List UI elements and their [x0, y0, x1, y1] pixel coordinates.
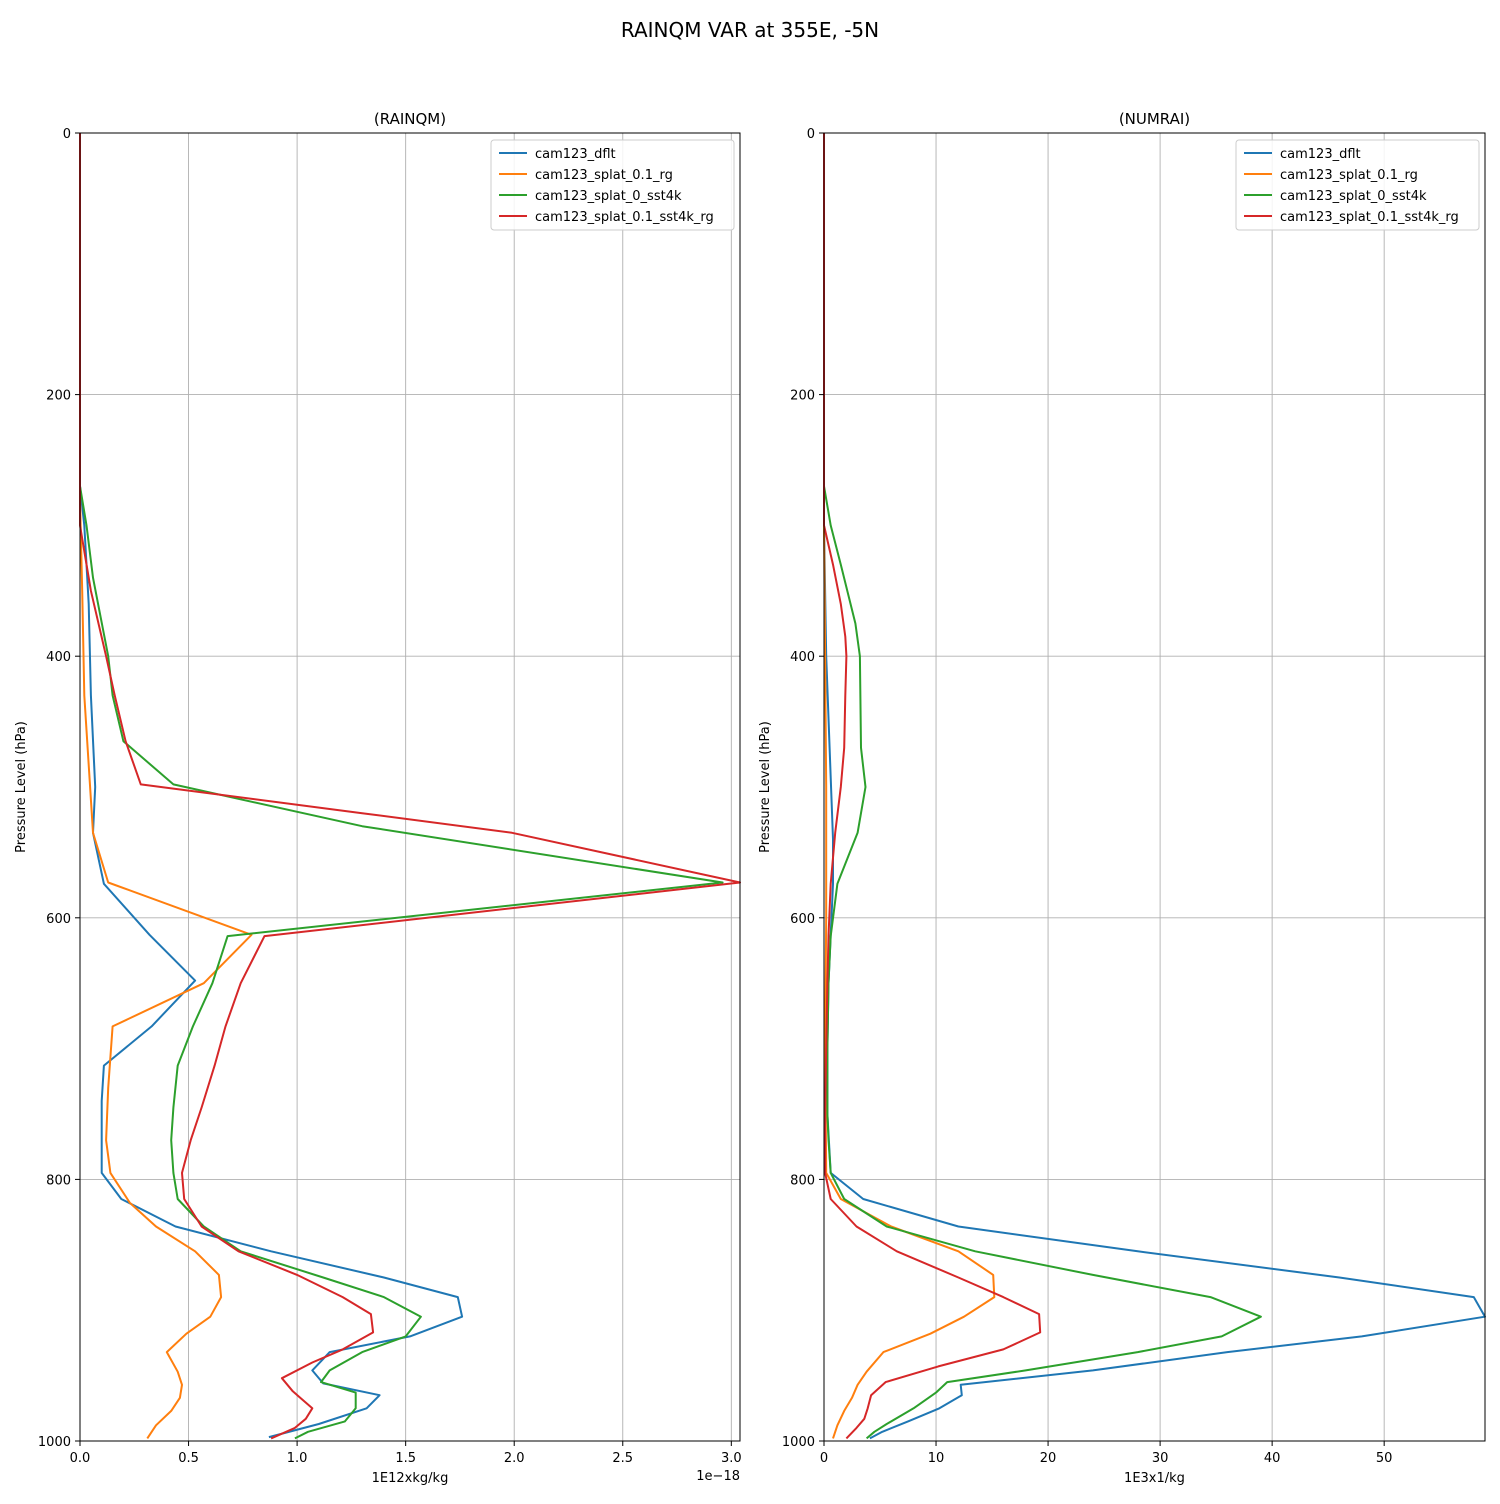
x-tick-label: 2.0	[504, 1451, 525, 1466]
x-axis-label: 1E12xkg/kg	[372, 1471, 449, 1486]
y-tick-label: 200	[790, 389, 815, 404]
series-line-cam123-dflt	[823, 133, 1486, 1440]
legend: cam123_dflt cam123_splat_0.1_rg cam123_spl…	[1235, 139, 1480, 231]
series-line-cam123-splat-0-1-sst4k-rg	[79, 133, 741, 1440]
legend-entry: cam123_dflt	[1280, 147, 1361, 162]
y-tick-label: 0	[807, 127, 815, 142]
y-tick-label: 400	[46, 650, 71, 665]
panel-1: 0.0 0.5 1.0 1.5 2.0 2.5 3.0 0 200 400 600 800 1000 (R…	[14, 110, 742, 1486]
figure-title: RAINQM VAR at 355E, -5N	[621, 18, 879, 42]
x-tick-label: 3.0	[721, 1451, 742, 1466]
legend-entry: cam123_splat_0.1_sst4k_rg	[535, 210, 714, 225]
x-tick-label: 40	[1264, 1451, 1281, 1466]
axes-frame	[79, 132, 741, 1442]
x-tick-label: 20	[1040, 1451, 1057, 1466]
legend-entry: cam123_splat_0_sst4k	[1280, 189, 1427, 204]
y-tick-label: 0	[63, 127, 71, 142]
x-tick-label: 50	[1376, 1451, 1393, 1466]
x-tick-label: 0.0	[70, 1451, 91, 1466]
y-axis-label: Pressure Level (hPa)	[14, 721, 29, 853]
panel-2: 0 10 20 30 40 50 0 200 400 600 800 1000 (NUMRAI) 1E3x…	[758, 110, 1486, 1486]
x-tick-label: 0	[820, 1451, 828, 1466]
y-tick-label: 200	[46, 389, 71, 404]
series-line-cam123-splat-0-sst4k	[79, 133, 724, 1440]
y-tick-label: 800	[790, 1173, 815, 1188]
legend-box	[1235, 139, 1480, 231]
legend-entry: cam123_splat_0.1_sst4k_rg	[1280, 210, 1459, 225]
y-tick-label: 1000	[38, 1435, 71, 1450]
series-line-cam123-splat-0-1-rg	[823, 133, 996, 1439]
y-tick-label: 400	[790, 650, 815, 665]
legend-entry: cam123_splat_0_sst4k	[535, 189, 682, 204]
x-tick-label: 30	[1152, 1451, 1169, 1466]
grid	[79, 132, 740, 1442]
series-line-cam123-dflt	[79, 133, 464, 1439]
series-line-cam123-splat-0-1-rg	[79, 133, 253, 1439]
x-tick-label: 1.5	[395, 1451, 416, 1466]
series-line-cam123-splat-0-1-sst4k-rg	[823, 133, 1042, 1440]
legend-entry: cam123_splat_0.1_rg	[1280, 168, 1418, 183]
legend: cam123_dflt cam123_splat_0.1_rg cam123_spl…	[490, 139, 735, 231]
x-tick-label: 0.5	[178, 1451, 199, 1466]
panel-title: (NUMRAI)	[1119, 110, 1190, 128]
x-tick-label: 2.5	[612, 1451, 633, 1466]
legend-entry: cam123_dflt	[535, 147, 616, 162]
y-tick-label: 1000	[782, 1435, 815, 1450]
legend-box	[490, 139, 735, 231]
x-tick-label: 1.0	[287, 1451, 308, 1466]
grid	[823, 132, 1485, 1442]
y-tick-label: 600	[46, 912, 71, 927]
x-axis-label: 1E3x1/kg	[1124, 1471, 1185, 1486]
y-tick-label: 800	[46, 1173, 71, 1188]
series-line-cam123-splat-0-sst4k	[823, 133, 1262, 1440]
panel-title: (RAINQM)	[374, 110, 446, 128]
x-tick-label: 10	[928, 1451, 945, 1466]
y-tick-label: 600	[790, 912, 815, 927]
axes-frame	[823, 132, 1486, 1442]
legend-entry: cam123_splat_0.1_rg	[535, 168, 673, 183]
x-offset-label: 1e−18	[696, 1469, 740, 1484]
y-axis-label: Pressure Level (hPa)	[758, 721, 773, 853]
